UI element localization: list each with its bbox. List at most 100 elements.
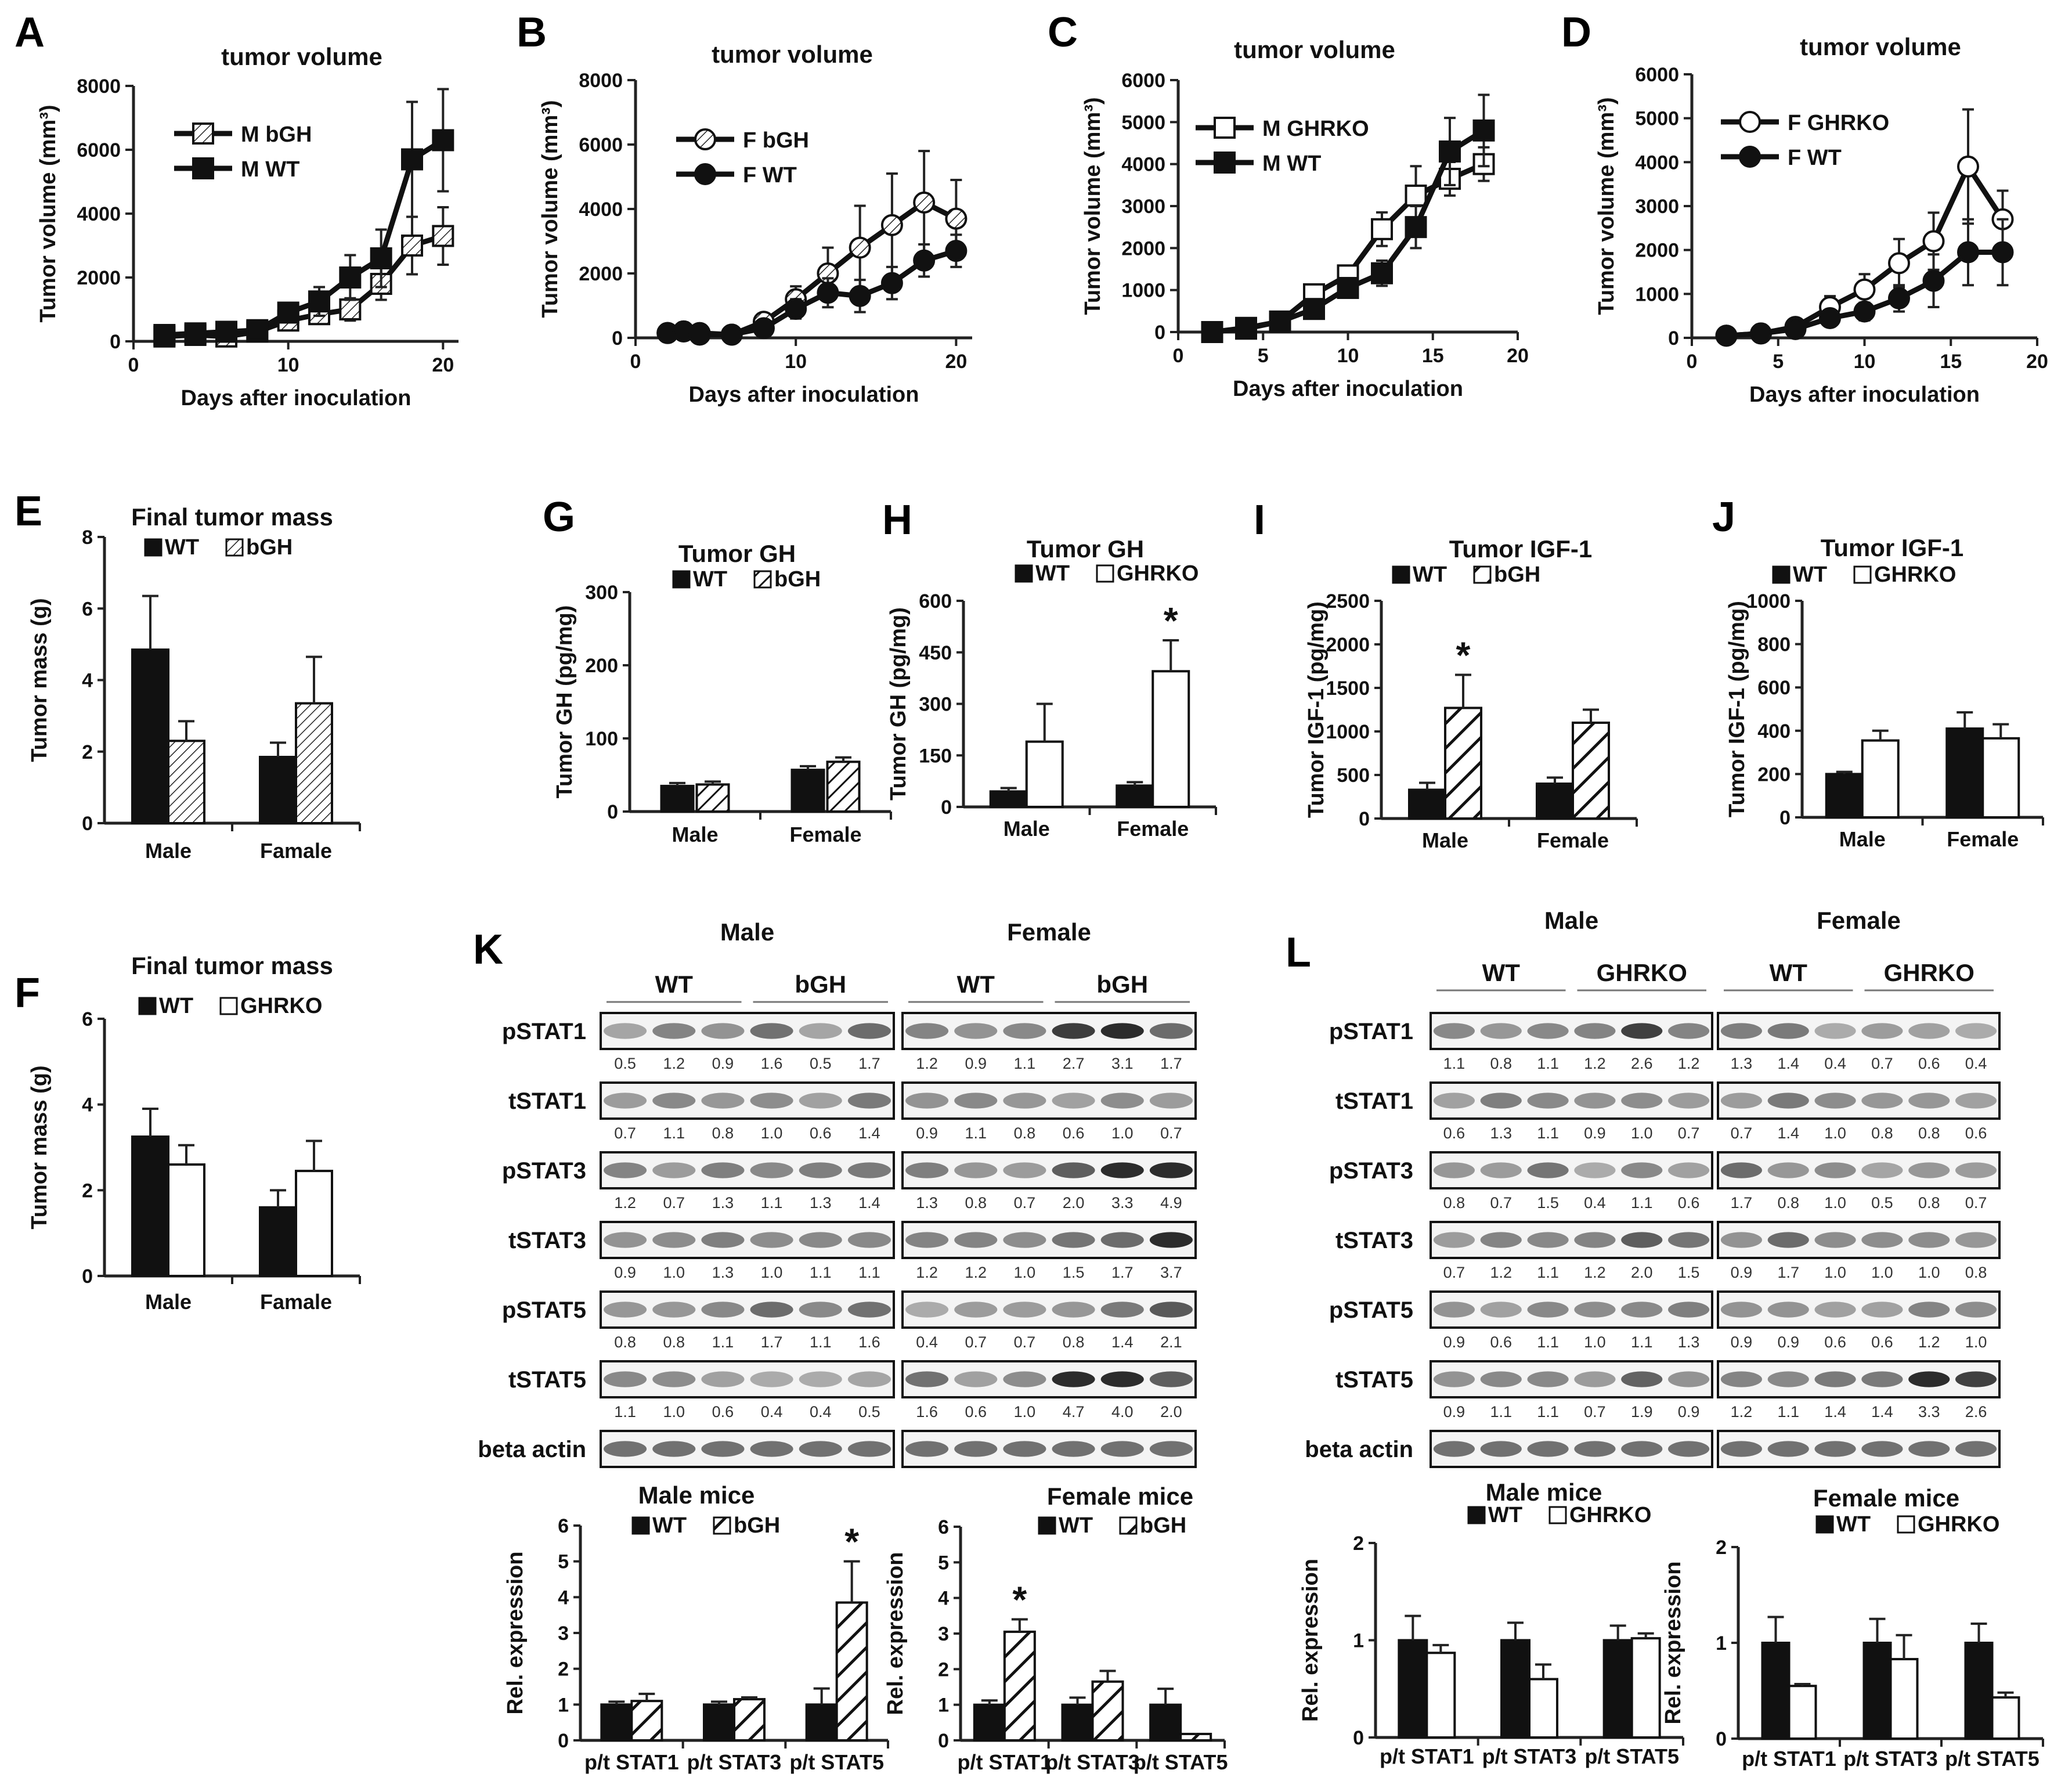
y-tick-label: 1 [1716, 1632, 1727, 1654]
y-tick-label: 100 [585, 728, 618, 750]
bar-bGH [167, 740, 205, 824]
chart-title: Tumor GH [1027, 535, 1144, 563]
bar-WT [1602, 1639, 1633, 1739]
data-point-F-WT [1991, 241, 2014, 264]
band-quant: 0.6 [1918, 1055, 1940, 1072]
panel-letter: G [543, 494, 575, 540]
data-point-F-WT [688, 323, 711, 346]
blot-row-label: pSTAT3 [502, 1158, 586, 1184]
series-F-WT: F WT [656, 163, 968, 346]
data-point-M-WT [401, 148, 423, 171]
bar-WT [1761, 1642, 1791, 1740]
data-point-M-WT [1235, 318, 1257, 340]
band [604, 1371, 647, 1387]
band [1814, 1023, 1856, 1039]
band [1003, 1371, 1046, 1387]
blot-panel-L: L Male Female WT GHRKO WT GHRKO pSTAT1 1.1 0.8 1.1… [1286, 907, 2001, 1468]
blot-row-pSTAT1: pSTAT1 0.5 1.2 0.9 1.6 0.5 1.7 1.2 0.9 1.1 2.7 3.1 1… [502, 1012, 1197, 1072]
y-tick-label: 1500 [1326, 677, 1370, 700]
bar-GHRKO [1151, 670, 1190, 808]
band-quant: 1.2 [1678, 1055, 1700, 1072]
y-tick-label: 6000 [77, 139, 121, 161]
series-M-WT: M WT [153, 88, 454, 346]
y-tick-label: 0 [612, 327, 623, 349]
blot-row-tSTAT1: tSTAT1 0.6 1.3 1.1 0.9 1.0 0.7 0.7 1.4 1.0 0.8 0.8 0… [1335, 1081, 2001, 1142]
y-tick-label: 0 [558, 1730, 569, 1752]
data-point-M-WT [277, 301, 299, 324]
legend-label: bGH [1494, 563, 1540, 587]
band-quant: 0.8 [1777, 1194, 1799, 1212]
band-quant: 1.3 [712, 1264, 734, 1281]
y-tick-label: 2 [938, 1659, 949, 1681]
band [1767, 1023, 1809, 1039]
chart-title: tumor volume [712, 41, 873, 68]
band-quant: 1.1 [663, 1124, 685, 1142]
data-point-legend [1739, 146, 1761, 168]
band-quant: 0.5 [1871, 1194, 1893, 1212]
category-label: p/t STAT3 [1843, 1747, 1938, 1771]
blot-strip [1717, 1151, 2001, 1189]
band [1861, 1371, 1903, 1387]
band [1574, 1302, 1616, 1318]
group-label: bGH [1096, 971, 1148, 998]
legend-swatch [219, 997, 238, 1015]
significance-star: * [844, 1521, 859, 1563]
data-point-F-bGH [880, 214, 903, 236]
band-quant: 1.2 [614, 1194, 636, 1212]
bar-WT [703, 1703, 735, 1742]
data-point-F-WT [1853, 300, 1876, 323]
band [905, 1162, 949, 1178]
band [847, 1302, 891, 1318]
legend-swatch [1392, 565, 1410, 584]
legend-label: GHRKO [1117, 561, 1199, 586]
bar-WT [1862, 1642, 1892, 1740]
y-tick-label: 1000 [1326, 721, 1370, 743]
band [652, 1232, 696, 1248]
data-point-legend [192, 122, 214, 145]
band-quant: 2.0 [1160, 1403, 1182, 1421]
category-label: p/t STAT5 [1584, 1744, 1679, 1768]
significance-star: * [1456, 634, 1471, 676]
band [750, 1023, 793, 1039]
band-quant: 0.8 [1918, 1194, 1940, 1212]
bar-bGH [1572, 722, 1610, 820]
band [1527, 1371, 1569, 1387]
y-axis-label: Tumor volume (mm³) [36, 104, 60, 322]
band [1052, 1302, 1095, 1318]
y-tick-label: 2 [558, 1659, 569, 1681]
blot-row-label: tSTAT3 [508, 1228, 586, 1253]
category-label: Female [1117, 817, 1189, 841]
band [1052, 1441, 1095, 1457]
band [652, 1023, 696, 1039]
band-quant: 1.1 [1537, 1403, 1559, 1421]
chart-title: Male mice [638, 1481, 755, 1509]
blot-strip [1717, 1290, 2001, 1329]
panel-H: H Tumor GH 0 150 300 450 600 Tumor GH (pg/mg) Ma… [882, 497, 1217, 841]
band [604, 1232, 647, 1248]
y-tick-label: 1000 [1121, 280, 1165, 302]
x-tick-label: 10 [785, 351, 807, 373]
chart-title: Final tumor mass [131, 503, 333, 531]
band-quant: 1.1 [1537, 1264, 1559, 1281]
band-quant: 1.7 [761, 1333, 783, 1351]
data-point-F-WT [913, 249, 936, 272]
band [1433, 1023, 1475, 1039]
blot-strip [1430, 1430, 1713, 1468]
band-quant: 0.8 [1965, 1264, 1987, 1281]
band-quant: 1.2 [1584, 1264, 1606, 1281]
band-quant: 1.6 [858, 1333, 880, 1351]
band-quant: 0.4 [1824, 1055, 1846, 1072]
data-point-M-WT [432, 129, 454, 152]
panel-letter: D [1561, 9, 1591, 56]
band-quant: 0.9 [712, 1055, 734, 1072]
x-tick-label: 0 [1173, 345, 1184, 367]
band [1621, 1023, 1663, 1039]
band [1814, 1302, 1856, 1318]
band-quant: 1.0 [1014, 1264, 1036, 1281]
data-point-F-WT [945, 240, 968, 262]
data-point-F-GHRKO [1922, 230, 1945, 253]
band-quant: 1.2 [1918, 1333, 1940, 1351]
y-tick-label: 0 [1716, 1728, 1727, 1750]
band [1527, 1232, 1569, 1248]
blot-row-pSTAT3: pSTAT3 0.8 0.7 1.5 0.4 1.1 0.6 1.7 0.8 1.0 0.5 0.8 0… [1329, 1151, 2001, 1212]
